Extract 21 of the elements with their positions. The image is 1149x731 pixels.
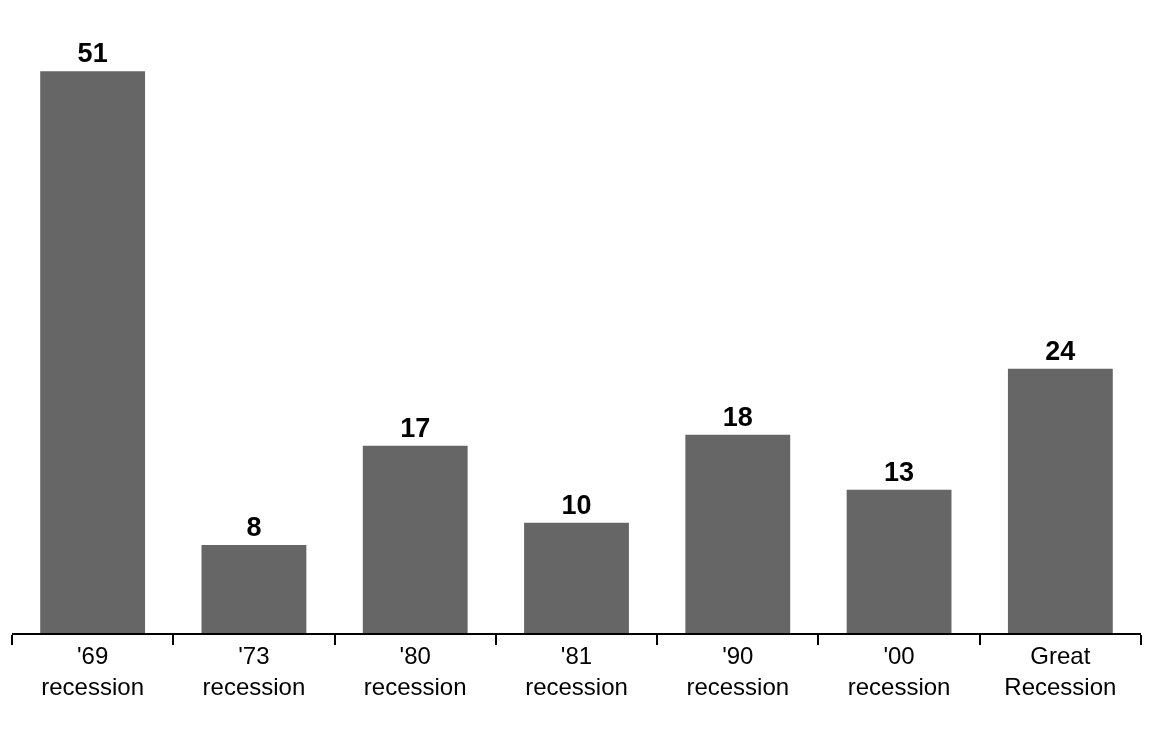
bar: [846, 489, 952, 633]
bar: [201, 544, 307, 633]
data-label: 8: [246, 511, 262, 542]
data-label: 24: [1045, 335, 1076, 366]
x-tick-label: '80 recession: [363, 641, 467, 700]
x-tick-label: '90 recession: [686, 641, 790, 700]
data-label: 51: [77, 38, 108, 69]
data-label: 18: [722, 401, 753, 432]
bar: [1007, 368, 1113, 633]
x-tick-label: Great Recession: [1004, 641, 1117, 700]
bar: [524, 522, 629, 633]
data-label: 13: [884, 456, 915, 487]
x-tick-label: '81 recession: [525, 641, 628, 700]
data-label: 10: [561, 489, 592, 520]
x-tick-label: '00 recession: [847, 641, 951, 700]
x-tick-label: '69 recession: [41, 641, 144, 700]
bar: [40, 71, 146, 633]
bar: [685, 434, 791, 633]
x-tick-label: '73 recession: [202, 641, 306, 700]
bar: [362, 445, 468, 633]
data-label: 17: [400, 412, 431, 443]
